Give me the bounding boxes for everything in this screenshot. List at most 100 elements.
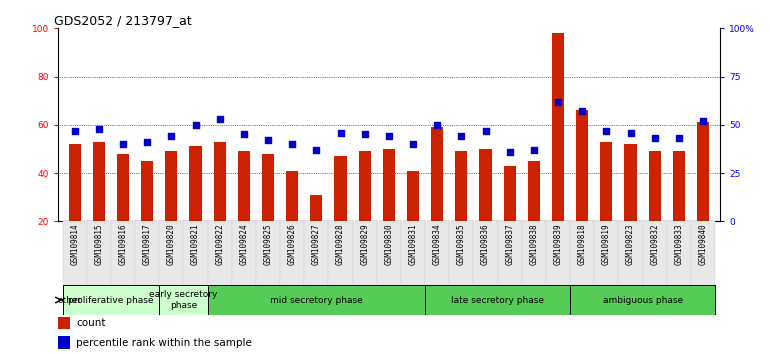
Bar (87, 221, 111, 285)
Bar (69, 144, 81, 269)
Bar (58, 317, 69, 329)
Point (673, 136, 685, 141)
Point (504, 149, 516, 155)
Text: GSM109822: GSM109822 (215, 223, 224, 265)
Bar (431, 127, 444, 269)
Text: GSM109834: GSM109834 (433, 223, 442, 265)
Text: GSM109833: GSM109833 (675, 223, 683, 265)
Point (624, 130, 637, 135)
Bar (213, 142, 226, 269)
Bar (62, 285, 159, 315)
Point (92, 126, 105, 131)
Bar (455, 151, 467, 269)
Bar (576, 110, 588, 269)
Text: GSM109840: GSM109840 (698, 223, 708, 265)
Text: GSM109836: GSM109836 (481, 223, 490, 265)
Bar (208, 221, 232, 285)
Text: GSM109816: GSM109816 (119, 223, 128, 265)
Text: GSM109818: GSM109818 (578, 223, 587, 265)
Bar (166, 151, 177, 269)
Bar (546, 221, 570, 285)
Point (213, 116, 226, 122)
Bar (697, 122, 709, 269)
Bar (62, 221, 87, 285)
Point (552, 99, 564, 104)
Text: GSM109830: GSM109830 (384, 223, 393, 265)
Point (334, 130, 346, 135)
Bar (425, 221, 449, 285)
Point (166, 133, 178, 139)
Text: GSM109831: GSM109831 (409, 223, 417, 265)
Bar (334, 156, 346, 269)
Text: GSM109825: GSM109825 (263, 223, 273, 265)
Bar (570, 285, 715, 315)
Point (407, 141, 419, 147)
Text: GSM109826: GSM109826 (288, 223, 296, 265)
Bar (552, 33, 564, 269)
Bar (232, 221, 256, 285)
Bar (401, 221, 425, 285)
Text: GSM109817: GSM109817 (142, 223, 152, 265)
Bar (691, 221, 715, 285)
Bar (359, 151, 370, 269)
Point (69, 128, 81, 133)
Bar (93, 142, 105, 269)
Point (238, 132, 250, 137)
Point (455, 133, 467, 139)
Bar (329, 221, 353, 285)
Bar (280, 221, 304, 285)
Bar (208, 285, 425, 315)
Bar (527, 161, 540, 269)
Text: percentile rank within the sample: percentile rank within the sample (76, 338, 252, 348)
Text: proliferative phase: proliferative phase (69, 296, 154, 304)
Bar (618, 221, 643, 285)
Bar (159, 221, 183, 285)
Bar (238, 151, 250, 269)
Text: GSM109838: GSM109838 (529, 223, 538, 265)
Text: early secretory
phase: early secretory phase (149, 290, 218, 310)
Text: mid secretory phase: mid secretory phase (270, 296, 363, 304)
Bar (594, 221, 618, 285)
Point (310, 147, 323, 153)
Bar (286, 171, 298, 269)
Point (117, 141, 129, 147)
Bar (643, 221, 667, 285)
Bar (117, 154, 129, 269)
Text: GSM109814: GSM109814 (70, 223, 79, 265)
Point (141, 139, 153, 145)
Text: GSM109819: GSM109819 (602, 223, 611, 265)
Point (600, 128, 612, 133)
Bar (58, 336, 69, 349)
Text: GSM109820: GSM109820 (167, 223, 176, 265)
Point (383, 133, 395, 139)
Bar (648, 151, 661, 269)
Text: count: count (76, 318, 105, 328)
Bar (601, 142, 612, 269)
Bar (667, 221, 691, 285)
Point (480, 128, 492, 133)
Bar (256, 221, 280, 285)
Text: GSM109823: GSM109823 (626, 223, 635, 265)
Point (189, 122, 202, 128)
Text: GSM109827: GSM109827 (312, 223, 321, 265)
Bar (522, 221, 546, 285)
Text: GSM109837: GSM109837 (505, 223, 514, 265)
Bar (407, 171, 419, 269)
Point (359, 132, 371, 137)
Point (286, 141, 298, 147)
Bar (480, 149, 491, 269)
Bar (570, 221, 594, 285)
Bar (624, 144, 637, 269)
Text: GSM109815: GSM109815 (95, 223, 103, 265)
Text: ambiguous phase: ambiguous phase (603, 296, 683, 304)
Bar (141, 161, 153, 269)
Bar (183, 221, 208, 285)
Bar (262, 154, 274, 269)
Text: GSM109829: GSM109829 (360, 223, 369, 265)
Text: GSM109835: GSM109835 (457, 223, 466, 265)
Point (431, 122, 444, 128)
Text: GSM109839: GSM109839 (554, 223, 563, 265)
Bar (304, 221, 329, 285)
Text: GSM109821: GSM109821 (191, 223, 200, 265)
Point (648, 136, 661, 141)
